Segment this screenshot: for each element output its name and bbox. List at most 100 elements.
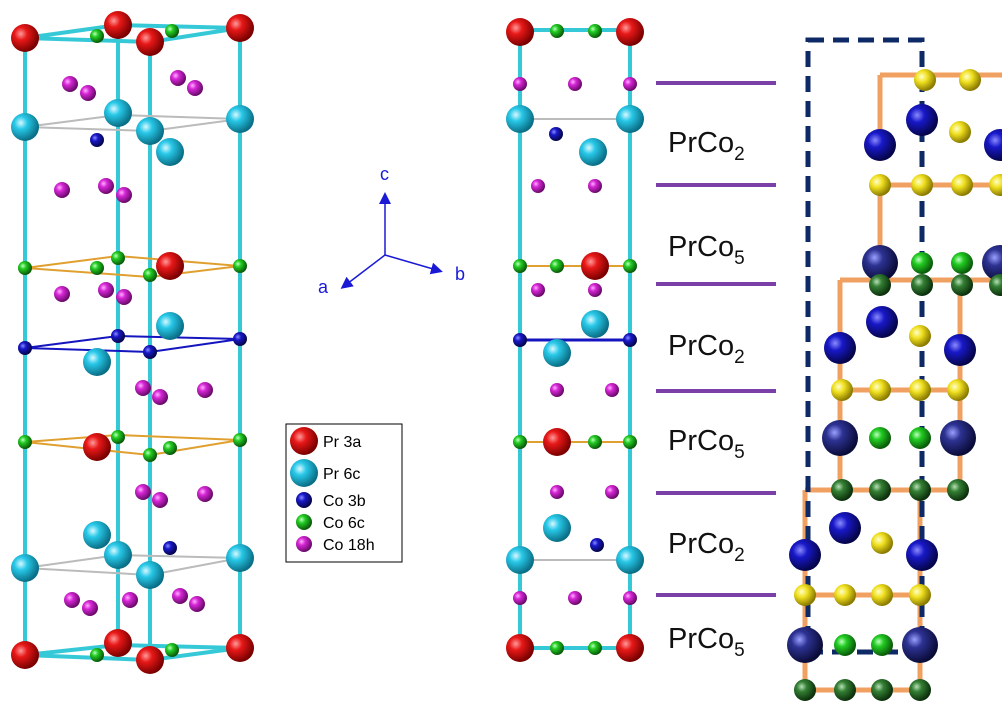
co6c-atom [588, 24, 602, 38]
projection-atoms [506, 18, 644, 662]
yellow-atom [909, 584, 931, 606]
co18h-atom [54, 286, 70, 302]
darkgreen-atom [831, 479, 853, 501]
pr3a-atom [506, 634, 534, 662]
pr6c-atom [616, 105, 644, 133]
co18h-atom [189, 596, 205, 612]
co18h-atom [197, 486, 213, 502]
pr3a-atom [543, 428, 571, 456]
co3b-atom [590, 538, 604, 552]
yellow-atom [871, 532, 893, 554]
yellow-atom [831, 379, 853, 401]
legend-swatch-co6c [296, 514, 312, 530]
co18h-atom [588, 179, 602, 193]
darkgreen-atom [869, 274, 891, 296]
green-atom [834, 634, 856, 656]
yellow-atom [949, 121, 971, 143]
layer-label-prco5: PrCo5 [668, 231, 745, 269]
co18h-atom [531, 179, 545, 193]
blue-atom [984, 129, 1002, 161]
co6c-atom [513, 435, 527, 449]
darkgreen-atom [909, 679, 931, 701]
co3b-atom [513, 333, 527, 347]
blue-atom [789, 539, 821, 571]
legend-label-pr3a: Pr 3a [323, 434, 361, 451]
pr6c-atom [83, 348, 111, 376]
co6c-atom [163, 441, 177, 455]
navy-atom [940, 420, 976, 456]
co18h-atom [116, 187, 132, 203]
co18h-atom [80, 85, 96, 101]
co6c-atom [111, 430, 125, 444]
co18h-atom [122, 592, 138, 608]
co18h-atom [623, 77, 637, 91]
pr3a-atom [581, 252, 609, 280]
co6c-atom [90, 648, 104, 662]
co18h-atom [588, 283, 602, 297]
layer-label-prco5: PrCo5 [668, 425, 745, 463]
legend-swatch-co3b [296, 492, 312, 508]
darkgreen-atom [869, 479, 891, 501]
legend-label-co3b: Co 3b [323, 493, 366, 510]
co18h-atom [172, 588, 188, 604]
layer-separators [656, 81, 776, 597]
co18h-atom [623, 591, 637, 605]
pr3a-atom [104, 11, 132, 39]
a-axis-arrow [340, 254, 386, 289]
pr3a-atom [506, 18, 534, 46]
yellow-atom [834, 584, 856, 606]
pr6c-atom [226, 544, 254, 572]
pr6c-atom [543, 514, 571, 542]
pr3a-atom [616, 18, 644, 46]
darkgreen-atom [951, 274, 973, 296]
yellow-atom [871, 584, 893, 606]
co3b-atom [623, 333, 637, 347]
darkgreen-atom [834, 679, 856, 701]
pr3a-atom [11, 24, 39, 52]
yellow-atom [909, 379, 931, 401]
co18h-atom [513, 591, 527, 605]
yellow-atom [959, 69, 981, 91]
blue-atom [906, 539, 938, 571]
co6c-atom [550, 24, 564, 38]
pr6c-atom [104, 99, 132, 127]
green-atom [911, 252, 933, 274]
co6c-atom [90, 261, 104, 275]
co18h-atom [152, 492, 168, 508]
co6c-atom [143, 268, 157, 282]
green-atom [909, 427, 931, 449]
pr3a-atom [616, 634, 644, 662]
blue-atom [944, 334, 976, 366]
co6c-atom [233, 259, 247, 273]
co3b-atom [549, 127, 563, 141]
pr3a-atom [136, 646, 164, 674]
darkgreen-atom [909, 479, 931, 501]
co6c-atom [550, 641, 564, 655]
darkgreen-atom [989, 274, 1002, 296]
co3b-atom [18, 341, 32, 355]
pr3a-atom [226, 634, 254, 662]
co6c-atom [18, 435, 32, 449]
co18h-atom [568, 591, 582, 605]
co18h-atom [550, 383, 564, 397]
co3b-atom [233, 332, 247, 346]
b-axis-label: b [455, 264, 465, 284]
co18h-atom [62, 76, 78, 92]
co6c-atom [233, 433, 247, 447]
pr6c-atom [11, 554, 39, 582]
navy-atom [822, 420, 858, 456]
co18h-atom [513, 77, 527, 91]
co6c-atom [165, 643, 179, 657]
pr6c-atom [11, 113, 39, 141]
pr3a-atom [156, 252, 184, 280]
pr6c-atom [83, 521, 111, 549]
co18h-atom [197, 382, 213, 398]
co3b-atom [90, 133, 104, 147]
axes-indicator: c b a [318, 164, 465, 297]
blue-atom [829, 512, 861, 544]
co18h-atom [82, 600, 98, 616]
co6c-atom [165, 24, 179, 38]
layer-label-prco2: PrCo2 [668, 528, 745, 566]
co6c-atom [623, 259, 637, 273]
co6c-atom [588, 641, 602, 655]
